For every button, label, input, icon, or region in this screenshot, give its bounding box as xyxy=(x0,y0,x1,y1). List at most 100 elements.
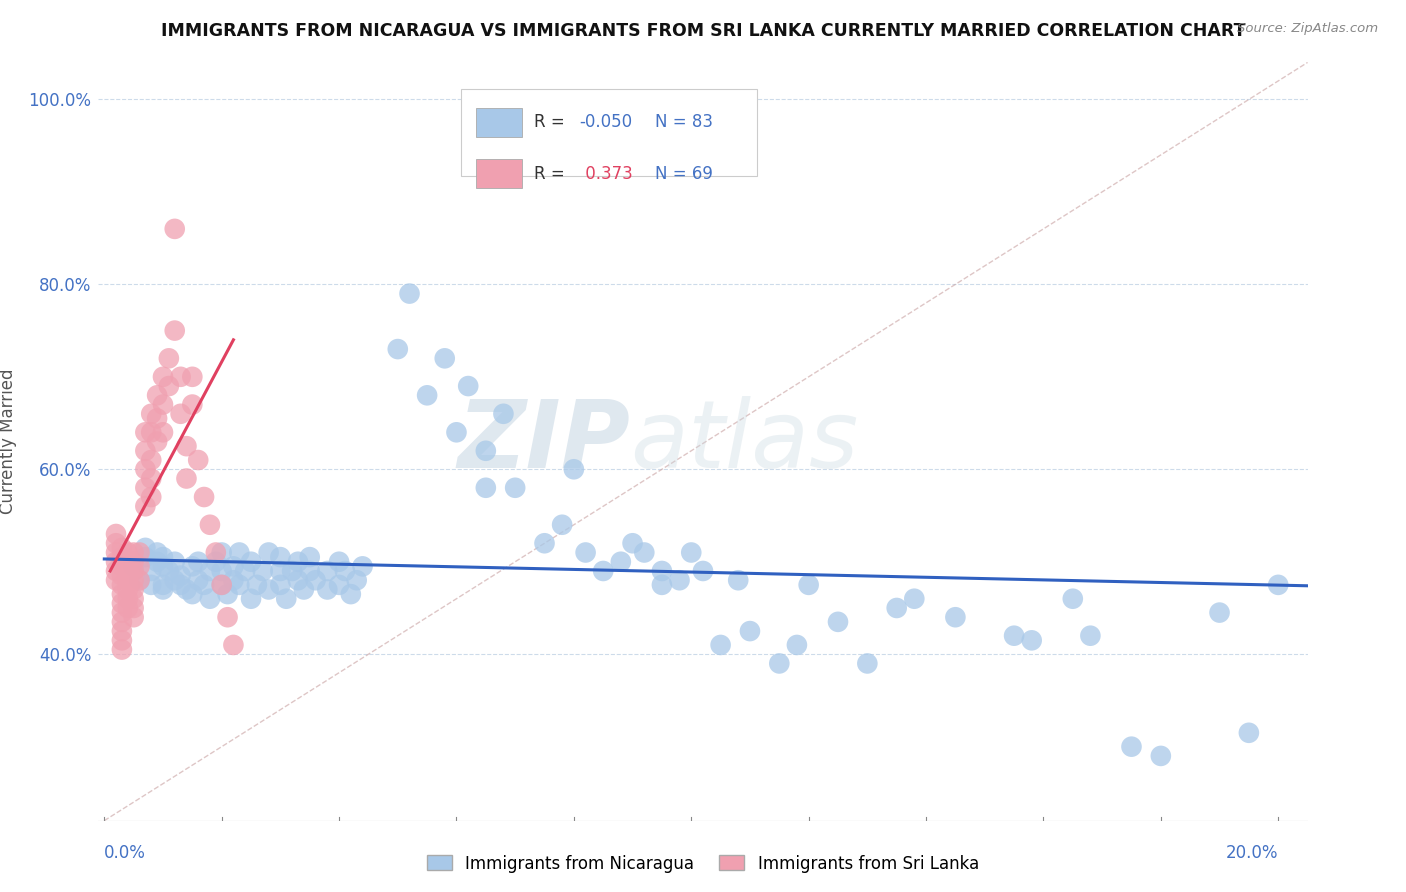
Point xyxy=(141,564,163,578)
Text: Source: ZipAtlas.com: Source: ZipAtlas.com xyxy=(1237,22,1378,36)
Point xyxy=(240,591,263,606)
Text: 0.373: 0.373 xyxy=(579,165,633,183)
Point xyxy=(668,573,690,587)
Point xyxy=(633,545,655,559)
Point xyxy=(551,517,574,532)
Point xyxy=(122,582,145,597)
Point xyxy=(1121,739,1143,754)
Point xyxy=(181,559,204,574)
Point xyxy=(492,407,515,421)
Point xyxy=(122,559,145,574)
Point xyxy=(163,555,186,569)
Point xyxy=(141,578,163,592)
Point xyxy=(827,615,849,629)
Point xyxy=(128,559,150,574)
Point xyxy=(475,481,498,495)
Point xyxy=(316,582,339,597)
Point xyxy=(211,578,233,592)
Point xyxy=(710,638,733,652)
Point xyxy=(111,633,134,648)
Point xyxy=(281,564,304,578)
Point xyxy=(1002,629,1025,643)
Point xyxy=(187,573,209,587)
Point xyxy=(533,536,555,550)
Point xyxy=(204,555,226,569)
Point xyxy=(211,545,233,559)
Point xyxy=(257,545,280,559)
Point xyxy=(651,564,673,578)
Point xyxy=(146,411,169,425)
Point xyxy=(157,379,180,393)
Point xyxy=(738,624,761,639)
Point xyxy=(217,610,239,624)
Point xyxy=(134,443,156,458)
Point xyxy=(111,624,134,639)
Text: IMMIGRANTS FROM NICARAGUA VS IMMIGRANTS FROM SRI LANKA CURRENTLY MARRIED CORRELA: IMMIGRANTS FROM NICARAGUA VS IMMIGRANTS … xyxy=(160,22,1246,40)
Point xyxy=(217,587,239,601)
Point xyxy=(141,490,163,504)
Point xyxy=(346,573,368,587)
Point xyxy=(128,573,150,587)
Point xyxy=(886,601,908,615)
Point xyxy=(157,564,180,578)
Point xyxy=(252,564,274,578)
Point xyxy=(146,545,169,559)
Point xyxy=(176,471,198,485)
Point xyxy=(193,578,215,592)
Point xyxy=(198,564,221,578)
Point xyxy=(198,517,221,532)
Point xyxy=(111,550,134,565)
Point xyxy=(797,578,820,592)
Point xyxy=(169,578,191,592)
Point xyxy=(181,369,204,384)
Point xyxy=(856,657,879,671)
Point xyxy=(105,545,128,559)
Point xyxy=(134,500,156,514)
Point xyxy=(340,587,363,601)
Point xyxy=(169,407,191,421)
Point xyxy=(211,564,233,578)
Point xyxy=(169,568,191,582)
Point xyxy=(176,439,198,453)
Point xyxy=(128,545,150,559)
Point xyxy=(111,606,134,620)
Point xyxy=(610,555,633,569)
Point xyxy=(163,324,186,338)
Point xyxy=(122,555,145,569)
Point xyxy=(727,573,749,587)
Text: 20.0%: 20.0% xyxy=(1226,844,1278,862)
Point xyxy=(768,657,790,671)
Point xyxy=(111,596,134,610)
Point xyxy=(1208,606,1230,620)
Point xyxy=(146,388,169,402)
Point xyxy=(111,615,134,629)
Point xyxy=(141,425,163,440)
Point xyxy=(333,564,356,578)
Text: N = 83: N = 83 xyxy=(655,113,713,131)
Point xyxy=(193,490,215,504)
Point xyxy=(621,536,644,550)
Y-axis label: Currently Married: Currently Married xyxy=(0,368,17,515)
Point xyxy=(298,550,321,565)
Point xyxy=(304,573,326,587)
Point xyxy=(117,573,139,587)
Point xyxy=(122,545,145,559)
Point xyxy=(117,601,139,615)
Point xyxy=(1237,726,1260,740)
Point xyxy=(575,545,598,559)
Point xyxy=(298,564,321,578)
Bar xyxy=(461,89,758,177)
Point xyxy=(134,541,156,555)
Point xyxy=(105,536,128,550)
Point xyxy=(651,578,673,592)
Point xyxy=(269,578,291,592)
Point xyxy=(111,578,134,592)
Point xyxy=(269,550,291,565)
Point xyxy=(328,578,350,592)
Point xyxy=(475,443,498,458)
Point xyxy=(152,425,174,440)
Point xyxy=(198,591,221,606)
Point xyxy=(211,578,233,592)
Point xyxy=(105,573,128,587)
Point xyxy=(117,591,139,606)
